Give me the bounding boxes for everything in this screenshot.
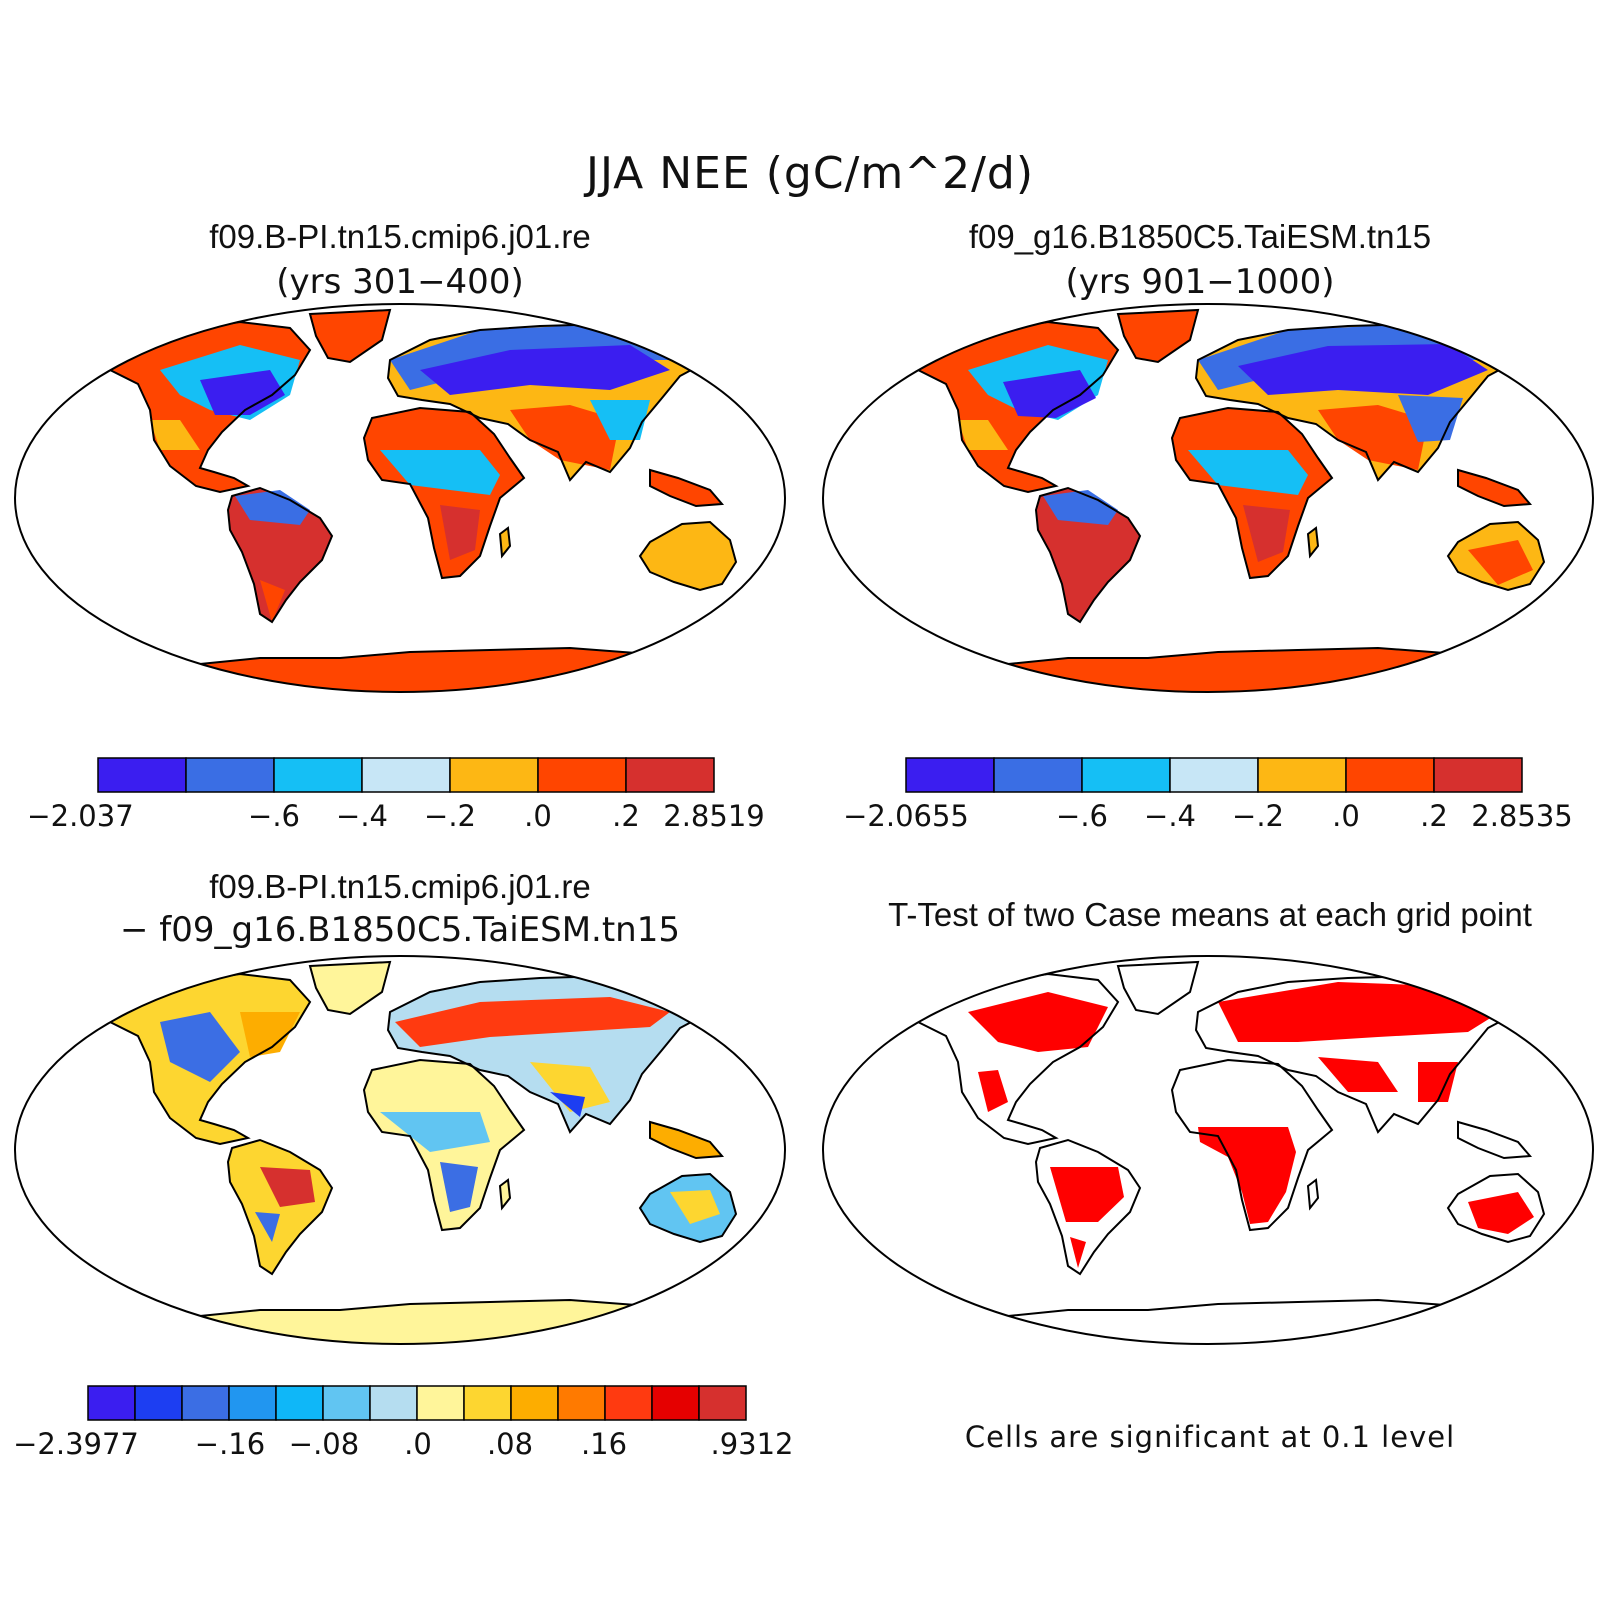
colorbar-box	[228, 1385, 277, 1421]
figure-title: JJA NEE (gC/m^2/d)	[585, 148, 1035, 199]
colorbar-label: .0	[404, 1427, 432, 1461]
colorbar-label: .08	[487, 1427, 533, 1461]
panel3-colorbar-boxes	[87, 1385, 747, 1421]
colorbar-box	[993, 757, 1083, 793]
panel2-map	[822, 303, 1594, 693]
colorbar-label: .2	[612, 799, 640, 833]
panel3-colorbar: −2.3977 −.16 −.08 .0 .08 .16 .9312	[13, 1385, 794, 1461]
colorbar-box	[698, 1385, 747, 1421]
colorbar-box	[604, 1385, 653, 1421]
panel2-colorbar-labels: −2.0655 −.6 −.4 −.2 .0 .2 2.8535	[843, 799, 1573, 833]
panel2-colorbar-boxes	[905, 757, 1523, 793]
panel1-colorbar-labels: −2.037 −.6 −.4 −.2 .0 .2 2.8519	[30, 799, 765, 833]
panel3-colorbar-labels: −2.3977 −.16 −.08 .0 .08 .16 .9312	[13, 1427, 793, 1461]
colorbar-box	[449, 757, 539, 793]
colorbar-box	[97, 757, 187, 793]
panel4-title: T-Test of two Case means at each grid po…	[888, 896, 1532, 933]
colorbar-box	[1257, 757, 1347, 793]
panel2-colorbar: −2.0655 −.6 −.4 −.2 .0 .2 2.8535	[843, 757, 1573, 833]
colorbar-label: .16	[581, 1427, 627, 1461]
panel3-map	[14, 955, 786, 1345]
colorbar-label: −.08	[289, 1427, 359, 1461]
colorbar-label: .0	[1332, 799, 1360, 833]
colorbar-box	[1433, 757, 1523, 793]
colorbar-label: −2.0655	[843, 799, 969, 833]
colorbar-label: −.6	[1056, 799, 1108, 833]
panel3-title: f09.B-PI.tn15.cmip6.j01.re	[209, 868, 591, 905]
colorbar-box	[322, 1385, 371, 1421]
colorbar-label: .9312	[710, 1427, 793, 1461]
colorbar-box	[905, 757, 995, 793]
panel1-colorbar-boxes	[97, 757, 715, 793]
panel1-map-border	[14, 303, 786, 693]
colorbar-box	[181, 1385, 230, 1421]
panel4-map	[822, 955, 1594, 1345]
colorbar-label: −.2	[1232, 799, 1284, 833]
colorbar-box	[625, 757, 715, 793]
panel3-land	[95, 962, 736, 1344]
colorbar-box	[273, 757, 363, 793]
colorbar-box	[134, 1385, 183, 1421]
panel1-subtitle: (yrs 301−400)	[276, 262, 524, 302]
colorbar-label: −2.3977	[13, 1427, 139, 1461]
colorbar-box	[416, 1385, 465, 1421]
colorbar-box	[557, 1385, 606, 1421]
panel1-map	[14, 303, 786, 693]
colorbar-box	[463, 1385, 512, 1421]
significance-note: Cells are significant at 0.1 level	[964, 1420, 1456, 1454]
panel4-land	[903, 962, 1544, 1344]
colorbar-box	[510, 1385, 559, 1421]
colorbar-box	[369, 1385, 418, 1421]
panel1-land	[95, 310, 736, 692]
colorbar-box	[1081, 757, 1171, 793]
panel3-subtitle: − f09_g16.B1850C5.TaiESM.tn15	[120, 910, 680, 950]
colorbar-label: .2	[1420, 799, 1448, 833]
colorbar-label: −.16	[195, 1427, 265, 1461]
colorbar-label: −2.037	[30, 799, 134, 833]
colorbar-label: −.6	[248, 799, 300, 833]
panel4-map-border	[822, 955, 1594, 1345]
panel2-land	[903, 310, 1544, 692]
colorbar-box	[1345, 757, 1435, 793]
colorbar-box	[361, 757, 451, 793]
panel1-colorbar: −2.037 −.6 −.4 −.2 .0 .2 2.8519	[30, 757, 765, 833]
colorbar-label: −.4	[1144, 799, 1196, 833]
colorbar-label: .0	[524, 799, 552, 833]
panel3-map-border	[14, 955, 786, 1345]
panel1-title: f09.B-PI.tn15.cmip6.j01.re	[209, 218, 591, 255]
panel2-title: f09_g16.B1850C5.TaiESM.tn15	[968, 218, 1432, 255]
colorbar-label: 2.8535	[1471, 799, 1572, 833]
colorbar-box	[185, 757, 275, 793]
panel2-map-border	[822, 303, 1594, 693]
colorbar-label: −.4	[336, 799, 388, 833]
colorbar-box	[1169, 757, 1259, 793]
colorbar-box	[275, 1385, 324, 1421]
colorbar-box	[537, 757, 627, 793]
colorbar-box	[651, 1385, 700, 1421]
panel2-subtitle: (yrs 901−1000)	[1065, 262, 1335, 302]
colorbar-label: −.2	[424, 799, 476, 833]
colorbar-label: 2.8519	[663, 799, 764, 833]
colorbar-box	[87, 1385, 136, 1421]
